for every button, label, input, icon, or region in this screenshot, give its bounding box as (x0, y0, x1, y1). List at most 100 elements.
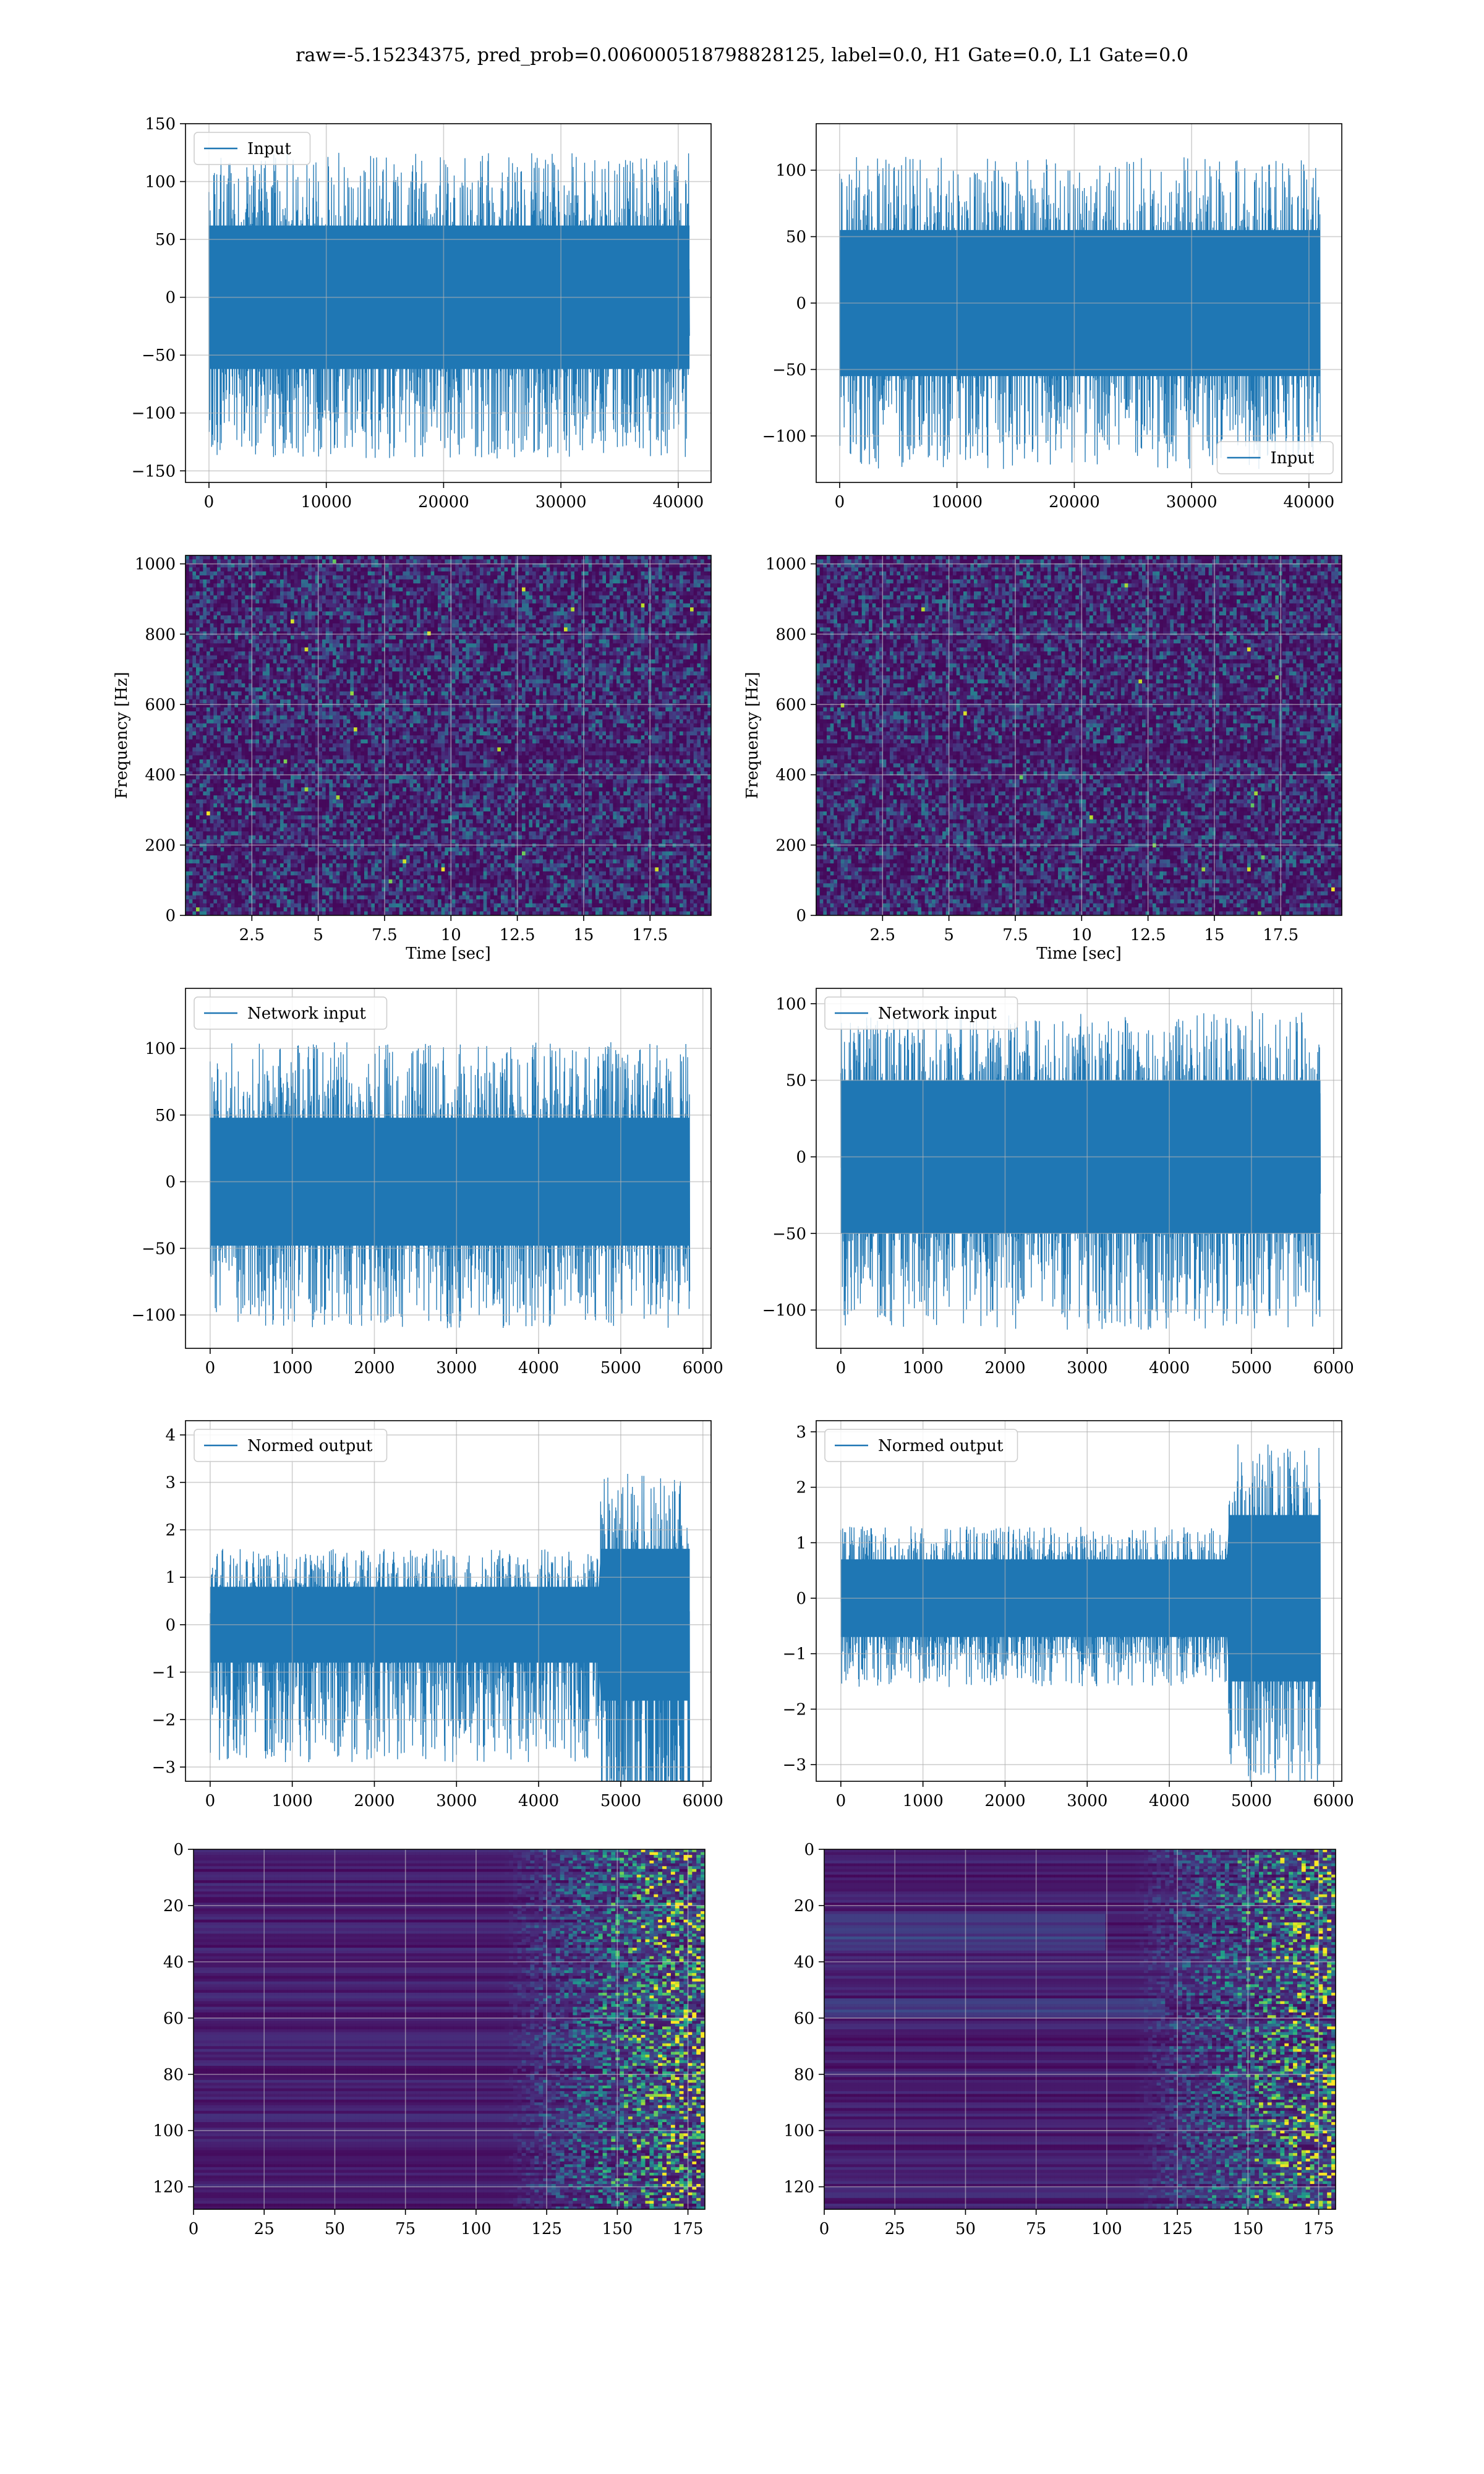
heatmap-cell (424, 607, 428, 612)
heatmap-cell (287, 615, 291, 620)
heatmap-cell (627, 575, 631, 580)
heatmap-cell (469, 571, 474, 576)
heatmap-cell (644, 655, 649, 660)
heatmap-cell (255, 627, 260, 632)
heatmap-cell (234, 599, 239, 604)
heatmap-cell (315, 591, 319, 596)
heatmap-cell (595, 607, 600, 612)
heatmap-cell (511, 675, 516, 680)
heatmap-cell (616, 623, 621, 628)
heatmap-cell (665, 635, 670, 640)
heatmap-cell (592, 575, 596, 580)
heatmap-cell (459, 611, 463, 616)
heatmap-cell (683, 575, 687, 580)
heatmap-cell (406, 571, 411, 576)
heatmap-cell (564, 631, 568, 636)
heatmap-cell (501, 583, 505, 588)
heatmap-cell (360, 663, 365, 668)
heatmap-cell (451, 659, 456, 664)
heatmap-cell (578, 679, 582, 684)
heatmap-cell (623, 563, 628, 568)
heatmap-cell (623, 675, 628, 680)
heatmap-cell (333, 631, 337, 636)
heatmap-cell (388, 587, 393, 592)
heatmap-cell (585, 611, 589, 616)
heatmap-cell (599, 671, 603, 676)
heatmap-cell (213, 575, 218, 580)
heatmap-cell (308, 655, 312, 660)
heatmap-cell (511, 667, 516, 672)
heatmap-cell (378, 619, 382, 624)
heatmap-cell (276, 671, 281, 676)
heatmap-cell (224, 679, 228, 684)
heatmap-cell (662, 599, 666, 604)
heatmap-cell (659, 563, 663, 568)
heatmap-cell (371, 583, 375, 588)
heatmap-cell (623, 663, 628, 668)
heatmap-cell (535, 631, 540, 636)
heatmap-cell (599, 555, 603, 560)
heatmap-cell (224, 671, 228, 676)
heatmap-cell (357, 667, 361, 672)
heatmap-cell (375, 675, 379, 680)
heatmap-cell (445, 643, 449, 648)
heatmap-cell (476, 615, 480, 620)
heatmap-cell (417, 607, 421, 612)
heatmap-cell (186, 571, 190, 576)
heatmap-cell (613, 595, 617, 600)
heatmap-cell (644, 555, 649, 560)
heatmap-cell (199, 603, 203, 608)
heatmap-cell (690, 623, 694, 628)
heatmap-cell (655, 591, 659, 596)
heatmap-cell (210, 635, 214, 640)
heatmap-cell (367, 667, 372, 672)
heatmap-cell (707, 579, 711, 584)
heatmap-cell (553, 683, 558, 688)
heatmap-cell (462, 655, 466, 660)
heatmap-cell (665, 595, 670, 600)
heatmap-cell (427, 659, 432, 664)
heatmap-cell (350, 595, 354, 600)
heatmap-cell (241, 639, 245, 644)
heatmap-cell (434, 655, 438, 660)
heatmap-cell (354, 631, 358, 636)
heatmap-cell (315, 623, 319, 628)
heatmap-cell (399, 667, 403, 672)
heatmap-cell (367, 559, 372, 564)
heatmap-cell (245, 587, 249, 592)
heatmap-cell (354, 651, 358, 656)
heatmap-cell (518, 563, 522, 568)
heatmap-cell (396, 575, 400, 580)
heatmap-cell (683, 631, 687, 636)
heatmap-cell (234, 663, 239, 668)
heatmap-cell (567, 575, 571, 580)
heatmap-cell (707, 567, 711, 572)
heatmap-cell (241, 647, 245, 652)
heatmap-cell (686, 647, 691, 652)
heatmap-cell (539, 647, 544, 652)
heatmap-cell (532, 659, 537, 664)
heatmap-cell (346, 615, 351, 620)
heatmap-cell (375, 603, 379, 608)
heatmap-cell (364, 679, 369, 684)
heatmap-cell (497, 631, 501, 636)
heatmap-cell (255, 667, 260, 672)
heatmap-cell (388, 579, 393, 584)
heatmap-cell (199, 663, 203, 668)
heatmap-cell (690, 655, 694, 660)
heatmap-cell (308, 563, 312, 568)
heatmap-cell (504, 583, 508, 588)
heatmap-cell (487, 659, 491, 664)
heatmap-cell (249, 611, 253, 616)
heatmap-cell (420, 579, 424, 584)
heatmap-cell (308, 667, 312, 672)
heatmap-cell (315, 583, 319, 588)
heatmap-cell (609, 583, 613, 588)
heatmap-cell (630, 647, 634, 652)
heatmap-cell (676, 603, 680, 608)
heatmap-cell (252, 563, 256, 568)
heatmap-cell (252, 627, 256, 632)
heatmap-cell (550, 647, 554, 652)
heatmap-cell (567, 683, 571, 688)
heatmap-cell (550, 583, 554, 588)
